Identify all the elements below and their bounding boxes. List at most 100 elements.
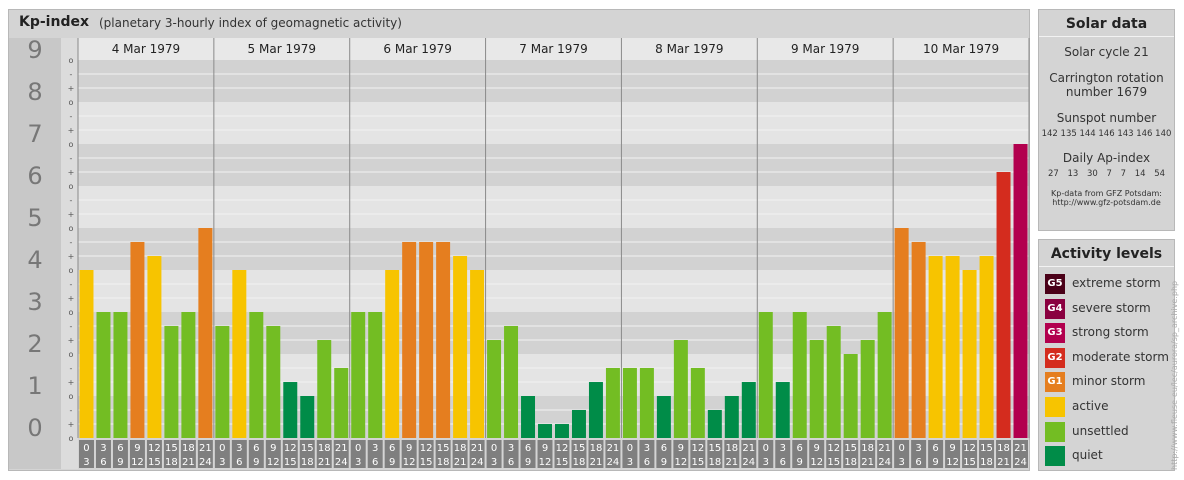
hour-box [282,440,298,468]
hour-box [452,440,468,468]
hour-box [605,440,621,468]
kp-bar [266,325,281,438]
activity-level-label: strong storm [1072,325,1149,340]
hour-start-label: 6 [932,443,938,454]
kp-bar [605,367,620,438]
minor-tick-o: o [69,224,74,233]
activity-level-swatch: G3 [1045,323,1065,344]
kp-bar [283,382,298,438]
sunspot-label: Sunspot number [1056,111,1157,125]
kp-bar [809,340,824,438]
hour-start-label: 3 [100,443,106,454]
kp-bar [639,367,654,438]
hour-start-label: 12 [963,443,976,454]
kp-bar [741,382,756,438]
kp-bar [351,312,366,438]
hour-start-label: 6 [253,443,259,454]
hour-box [724,440,740,468]
hour-box [112,440,128,468]
activity-level-label: extreme storm [1072,276,1161,290]
hour-box [79,440,94,468]
kp-bar [656,396,671,438]
hour-end-label: 12 [539,457,552,468]
hour-end-label: 21 [725,457,738,468]
hour-box [571,440,587,468]
hour-box [333,440,349,468]
minor-tick-minus: - [70,406,73,415]
hour-end-label: 21 [182,457,195,468]
hour-start-label: 15 [437,443,450,454]
hour-start-label: 15 [301,443,314,454]
hour-start-label: 3 [508,443,514,454]
hour-end-label: 12 [131,457,144,468]
hour-box [996,440,1012,468]
hour-box [129,440,145,468]
kp-bar [758,312,773,438]
hour-end-label: 3 [491,457,497,468]
hour-start-label: 12 [556,443,569,454]
y-axis-strip [9,38,61,469]
hour-box [486,440,502,468]
hour-end-label: 18 [437,457,450,468]
y-tick-label: 4 [27,246,42,274]
activity-levels-panel: Activity levels G5 extreme storm G4 severe … [1038,239,1175,471]
minor-tick-o: o [69,308,74,317]
hour-start-label: 0 [898,443,904,454]
hour-box [826,440,842,468]
hour-box [350,440,366,468]
hour-box [860,440,876,468]
hour-box [792,440,808,468]
minor-tick-o: o [69,266,74,275]
chart-title: Kp-index [19,14,89,30]
kp-band [78,60,1029,102]
minor-tick-plus: + [68,378,75,387]
hour-box [163,440,179,468]
day-label: 7 Mar 1979 [519,42,587,56]
kp-bar [385,270,400,438]
kp-bar [198,228,213,438]
hour-box [418,440,434,468]
activity-level-label: quiet [1072,448,1103,463]
hour-start-label: 15 [844,443,857,454]
hour-start-label: 18 [454,443,467,454]
activity-level-swatch: G2 [1045,347,1065,368]
activity-level-label: unsettled [1072,423,1129,438]
y-tick-label: 5 [27,204,42,232]
hour-box [707,440,723,468]
kp-bar [860,340,875,438]
hour-box [690,440,706,468]
minor-tick-plus: + [68,336,75,345]
hour-start-label: 18 [861,443,874,454]
hour-end-label: 18 [708,457,721,468]
hour-end-label: 18 [165,457,178,468]
activity-level-swatch [1045,446,1065,467]
hour-end-label: 15 [827,457,840,468]
hour-box [843,440,859,468]
kp-bar [402,241,417,438]
minor-tick-plus: + [68,294,75,303]
hour-box [775,440,791,468]
sunspot-values: 142 135 144 146 143 146 140 [1041,129,1172,139]
source-url: http://www.gfz-potsdam.de [1052,198,1161,207]
kp-bar [470,270,485,438]
kp-bar [622,367,637,438]
hour-start-label: 6 [117,443,123,454]
hour-end-label: 6 [915,457,921,468]
hour-end-label: 24 [878,457,891,468]
minor-tick-minus: - [70,112,73,121]
hour-start-label: 21 [471,443,484,454]
hour-start-label: 12 [420,443,433,454]
kp-bar [707,409,722,438]
minor-tick-minus: - [70,154,73,163]
hour-end-label: 6 [508,457,514,468]
hour-start-label: 9 [406,443,412,454]
kp-bar [877,312,892,438]
hour-end-label: 9 [525,457,531,468]
minor-tick-o: o [69,56,74,65]
hour-start-label: 15 [980,443,993,454]
hour-start-label: 12 [691,443,704,454]
hour-end-label: 15 [284,457,297,468]
hour-end-label: 21 [590,457,603,468]
y-tick-label: 1 [27,372,42,400]
minor-tick-plus: + [68,168,75,177]
